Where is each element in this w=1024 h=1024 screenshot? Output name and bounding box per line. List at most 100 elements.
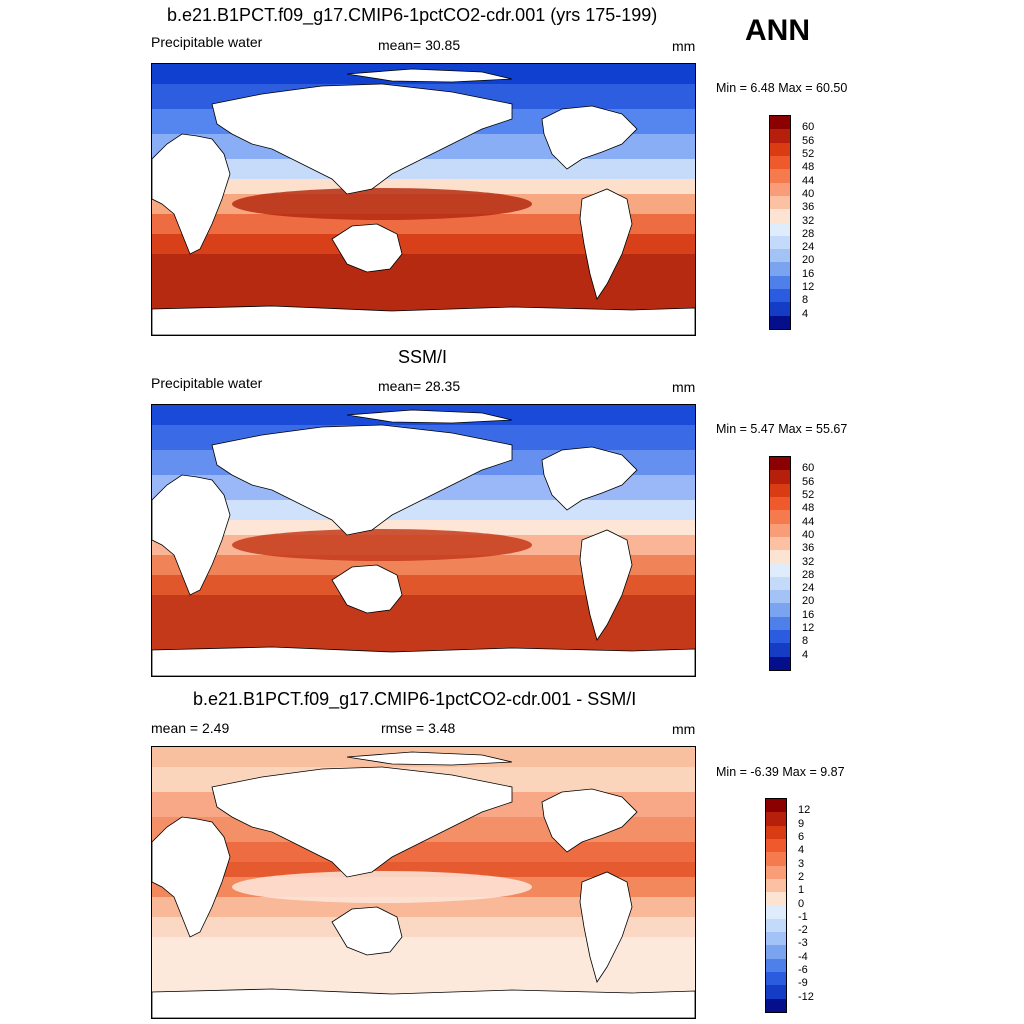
coastline [152, 646, 695, 676]
coastline [211, 766, 513, 878]
colorbar-tick-label: 2 [798, 870, 805, 883]
colorbar-tick-label: 9 [798, 817, 805, 830]
colorbar-segment [766, 958, 786, 973]
colorbar-tick-label: 12 [802, 622, 815, 635]
colorbar-segment [770, 457, 790, 471]
coastline [346, 409, 513, 424]
colorbar-segment [770, 656, 790, 670]
colorbar-tick-label: 3 [798, 857, 805, 870]
panel2-title: SSM/I [398, 347, 448, 367]
panel2-units-label: mm [672, 379, 696, 395]
colorbar-segment [766, 892, 786, 906]
panel1-map-svg [152, 64, 695, 335]
field-band [152, 500, 695, 520]
coastline [152, 988, 695, 1018]
colorbar-tick-label: 32 [802, 555, 815, 568]
coastline [579, 529, 633, 641]
colorbar-segment [770, 576, 790, 591]
colorbar-segment [770, 195, 790, 210]
colorbar-tick-label: 28 [802, 568, 815, 581]
colorbar-segment [770, 209, 790, 223]
coastline [541, 788, 638, 853]
field-band [152, 214, 695, 234]
colorbar-tick-label: 60 [802, 462, 815, 475]
panel3-minmax: Min = -6.39 Max = 9.87 [716, 765, 845, 779]
colorbar-tick-label: 36 [802, 542, 815, 555]
colorbar-tick-label: 28 [802, 227, 815, 240]
field-maximum [232, 188, 532, 220]
colorbar-segment [770, 536, 790, 551]
colorbar-segment [770, 302, 790, 316]
colorbar-segment [770, 563, 790, 577]
field-band [152, 897, 695, 917]
colorbar-segment [770, 182, 790, 196]
field-maximum [232, 871, 532, 903]
colorbar-tick-label: 36 [802, 201, 815, 214]
colorbar-segment [770, 289, 790, 303]
colorbar-segment [770, 510, 790, 524]
colorbar-segment [770, 643, 790, 657]
colorbar-tick-label: 48 [802, 502, 815, 515]
panel2-minmax: Min = 5.47 Max = 55.67 [716, 422, 848, 436]
panel1-title: b.e21.B1PCT.f09_g17.CMIP6-1pctCO2-cdr.00… [167, 5, 658, 25]
colorbar-tick-label: -1 [798, 910, 808, 923]
colorbar-tick-label: 8 [802, 635, 809, 648]
panel3-units-label: mm [672, 721, 696, 737]
coastline [211, 424, 513, 536]
coastline [211, 83, 513, 195]
panel2-variable-label: Precipitable water [151, 375, 263, 391]
colorbar-tick-label: 6 [798, 830, 805, 843]
colorbar-segment [766, 945, 786, 959]
colorbar-tick-label: 24 [802, 241, 815, 254]
colorbar-tick-label: 0 [798, 897, 805, 910]
coastline [152, 305, 695, 335]
panel1-colorbar [769, 115, 791, 330]
colorbar-tick-label: 16 [802, 267, 815, 280]
panel3-title: b.e21.B1PCT.f09_g17.CMIP6-1pctCO2-cdr.00… [193, 689, 637, 709]
colorbar-segment [770, 249, 790, 263]
panel1-mean-label: mean= 30.85 [378, 37, 461, 53]
panel1-units-label: mm [672, 38, 696, 54]
field-band [152, 159, 695, 179]
colorbar-tick-label: 44 [802, 515, 815, 528]
coastline [331, 906, 403, 956]
colorbar-tick-label: -6 [798, 964, 808, 977]
coastline [541, 105, 638, 170]
colorbar-tick-label: 48 [802, 161, 815, 174]
colorbar-tick-label: 1 [798, 884, 805, 897]
colorbar-tick-label: 12 [802, 281, 815, 294]
colorbar-tick-label: 52 [802, 147, 815, 160]
panel1-map [151, 63, 696, 336]
colorbar-segment [770, 496, 790, 511]
coastline [541, 446, 638, 511]
colorbar-tick-label: 20 [802, 595, 815, 608]
field-band [152, 555, 695, 575]
coastline [331, 564, 403, 614]
colorbar-segment [770, 129, 790, 143]
colorbar-segment [766, 972, 786, 986]
colorbar-segment [770, 262, 790, 276]
panel3-map [151, 746, 696, 1019]
coastline [346, 68, 513, 83]
colorbar-segment [770, 155, 790, 170]
colorbar-segment [770, 470, 790, 484]
field-band [152, 179, 695, 194]
colorbar-segment [766, 932, 786, 946]
colorbar-tick-label: 12 [798, 804, 811, 817]
colorbar-segment [766, 905, 786, 919]
field-maximum [232, 529, 532, 561]
colorbar-segment [766, 812, 786, 826]
colorbar-segment [770, 142, 790, 156]
colorbar-tick-label: 8 [802, 294, 809, 307]
coastline [152, 133, 231, 255]
panel2-map [151, 404, 696, 677]
colorbar-segment [766, 985, 786, 999]
colorbar-segment [766, 918, 786, 933]
colorbar-tick-label: 4 [802, 307, 809, 320]
colorbar-segment [766, 852, 786, 866]
colorbar-tick-label: 24 [802, 582, 815, 595]
colorbar-tick-label: 20 [802, 254, 815, 267]
colorbar-tick-label: 52 [802, 488, 815, 501]
colorbar-tick-label: -12 [798, 990, 814, 1003]
colorbar-tick-label: -9 [798, 977, 808, 990]
